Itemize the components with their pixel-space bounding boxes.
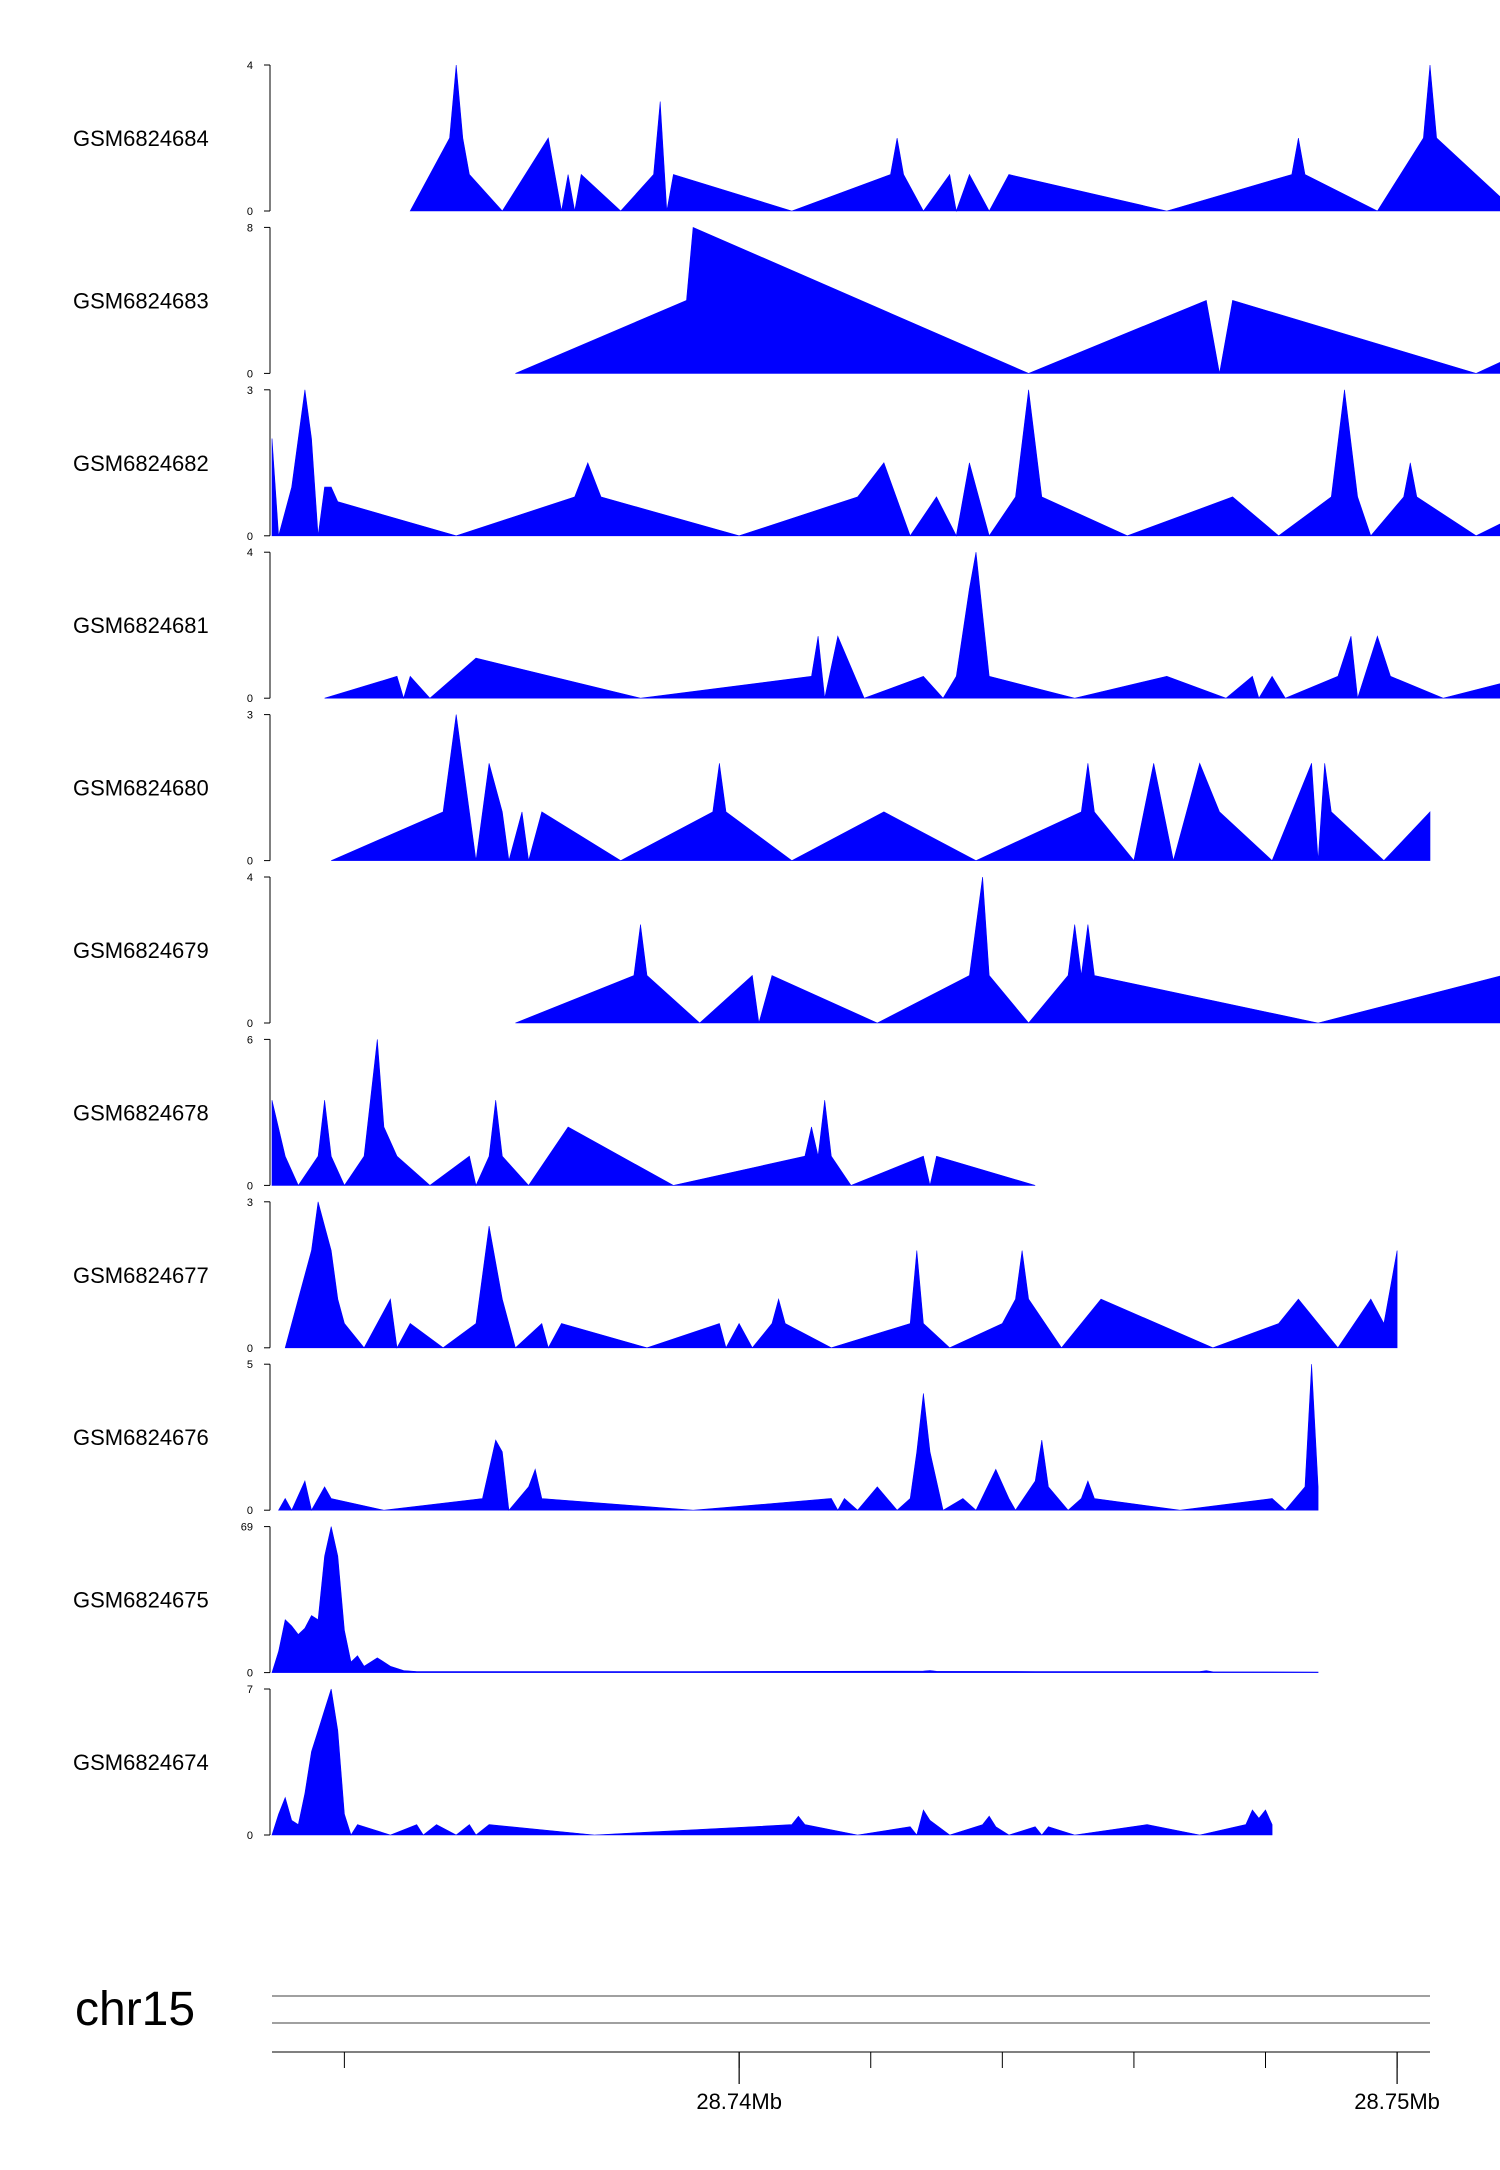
track-label: GSM6824676 [73,1425,209,1450]
track-label: GSM6824674 [73,1750,209,1775]
track-label: GSM6824681 [73,613,209,638]
y-min-label: 0 [247,531,253,543]
track: GSM6824678 6 0 [73,1034,1036,1192]
track-label: GSM6824677 [73,1263,209,1288]
track-label: GSM6824675 [73,1588,209,1613]
coverage-area [515,226,1500,374]
track: GSM6824680 3 0 [73,710,1431,868]
track: GSM6824679 4 0 [73,872,1500,1030]
y-min-label: 0 [247,1830,253,1842]
y-min-label: 0 [247,1668,253,1680]
track: GSM6824676 5 0 [73,1359,1319,1517]
y-max-label: 5 [247,1359,253,1371]
y-max-label: 69 [241,1522,253,1534]
y-max-label: 3 [247,710,253,722]
coverage-area [515,876,1500,1024]
y-min-label: 0 [247,1018,253,1030]
axis-tick-label: 28.75Mb [1354,2089,1440,2114]
y-max-label: 7 [247,1684,253,1696]
y-max-label: 8 [247,222,253,234]
coverage-area [271,1039,1036,1187]
track: GSM6824677 3 0 [73,1197,1398,1355]
y-min-label: 0 [247,1343,253,1355]
y-max-label: 4 [247,60,253,72]
data-tracks: GSM682468440GSM682468380GSM682468230GSM6… [73,60,1500,1842]
track-label: GSM6824680 [73,776,209,801]
y-min-label: 0 [247,1505,253,1517]
coverage-area [271,1526,1319,1673]
track: GSM6824684 4 0 [73,60,1500,218]
coverage-area [331,714,1431,862]
coverage-area [409,64,1500,213]
track-label: GSM6824684 [73,126,209,151]
y-max-label: 3 [247,385,253,397]
track: GSM6824674 7 0 [73,1684,1273,1842]
y-max-label: 4 [247,872,253,884]
y-min-label: 0 [247,368,253,380]
genome-axis: 28.74Mb 28.75Mb [272,2051,1440,2114]
track: GSM6824682 3 0 [73,385,1500,543]
coverage-area [271,1688,1273,1836]
y-min-label: 0 [247,693,253,705]
chromosome-label: chr15 [75,1983,195,2036]
y-min-label: 0 [247,206,253,218]
track: GSM6824683 8 0 [73,222,1500,380]
track-label: GSM6824683 [73,288,209,313]
chromosome-ideogram: chr15 [75,1983,1430,2036]
track-label: GSM6824678 [73,1100,209,1125]
track: GSM6824675 69 0 [73,1522,1319,1680]
y-max-label: 3 [247,1197,253,1209]
y-min-label: 0 [247,1180,253,1192]
coverage-area [271,389,1500,537]
coverage-area [324,552,1500,700]
track: GSM6824681 4 0 [73,547,1500,705]
y-min-label: 0 [247,856,253,868]
coverage-area [284,1201,1398,1349]
axis-tick-label: 28.74Mb [696,2089,782,2114]
y-max-label: 6 [247,1034,253,1046]
track-label: GSM6824682 [73,451,209,476]
track-label: GSM6824679 [73,938,209,963]
coverage-area [278,1364,1319,1512]
y-max-label: 4 [247,547,253,559]
